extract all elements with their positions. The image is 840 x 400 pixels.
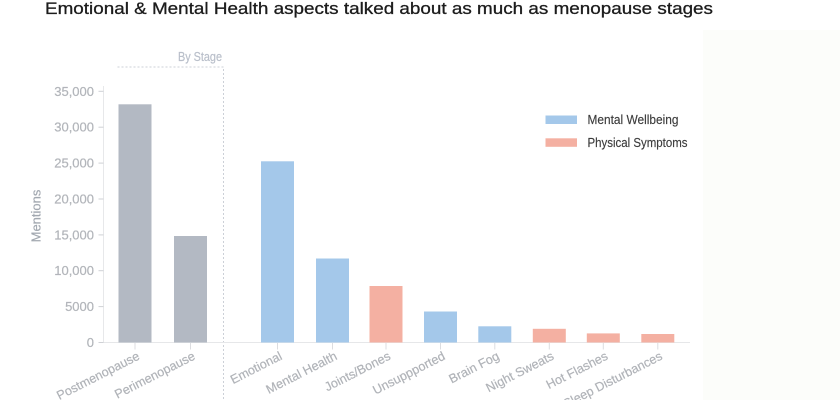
svg-text:Mental Wellbeing: Mental Wellbeing — [588, 112, 679, 127]
svg-text:5000: 5000 — [65, 299, 94, 314]
svg-text:Mentions: Mentions — [29, 189, 44, 242]
svg-text:0: 0 — [87, 335, 94, 350]
svg-text:20,000: 20,000 — [54, 192, 94, 207]
svg-text:35,000: 35,000 — [54, 84, 94, 99]
svg-text:10,000: 10,000 — [54, 263, 94, 278]
svg-text:25,000: 25,000 — [54, 156, 94, 171]
svg-text:By Stage: By Stage — [178, 49, 222, 64]
svg-text:Physical Symptoms: Physical Symptoms — [588, 135, 688, 150]
svg-text:30,000: 30,000 — [54, 120, 94, 135]
svg-text:15,000: 15,000 — [54, 227, 94, 242]
svg-text:Emotional & Mental Health aspe: Emotional & Mental Health aspects talked… — [45, 0, 713, 18]
